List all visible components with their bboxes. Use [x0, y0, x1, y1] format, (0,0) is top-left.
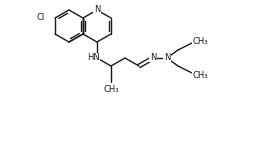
Text: HN: HN: [87, 53, 99, 62]
Text: CH₃: CH₃: [192, 70, 208, 80]
Text: Cl: Cl: [37, 14, 45, 23]
Text: CH₃: CH₃: [103, 86, 119, 94]
Text: N: N: [150, 52, 156, 62]
Text: CH₃: CH₃: [192, 37, 208, 45]
Text: N: N: [94, 4, 100, 14]
Text: N: N: [164, 52, 170, 62]
